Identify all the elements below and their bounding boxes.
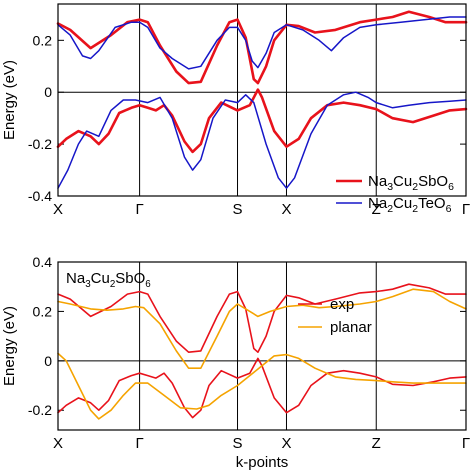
kpoint-label: X: [53, 201, 63, 218]
y-tick-label: -0.4: [28, 188, 52, 204]
x-axis-label: k-points: [236, 454, 289, 471]
legend-label: Na2Cu2TeO6: [368, 195, 452, 215]
series-1-band-1: [57, 352, 467, 420]
kpoint-label: X: [281, 201, 291, 218]
legend-label: exp: [330, 296, 354, 313]
legend-label: Na3Cu2SbO6: [368, 173, 454, 193]
kpoint-label: Γ: [135, 435, 143, 452]
y-tick-label: 0.4: [33, 254, 53, 270]
series-0-band-0: [56, 10, 468, 85]
legend: exp planar: [298, 296, 372, 336]
plot-frame: [57, 261, 467, 431]
kpoint-label: S: [233, 201, 243, 218]
y-tick-label: 0.2: [33, 303, 53, 319]
legend-label: planar: [330, 319, 372, 336]
kpoint-label: Γ: [462, 201, 470, 218]
kpoint-label: Z: [372, 435, 381, 452]
kpoint-label: Γ: [135, 201, 143, 218]
panel-bottom: X Γ S X Z Γ -0.2 0 0.2 0.4 Energy (eV) k-points Na3C…: [1, 254, 470, 471]
series-1-band-0: [57, 16, 467, 70]
kpoint-label: S: [233, 435, 243, 452]
series-0-band-1: [57, 357, 467, 419]
series-1-band-0: [57, 288, 467, 369]
y-tick-label: -0.2: [28, 136, 52, 152]
kpoint-label: X: [281, 435, 291, 452]
kpoint-label: Z: [372, 201, 381, 218]
series-0-band-1: [56, 88, 468, 154]
plot-frame: [57, 3, 467, 197]
y-tick-label: 0.2: [33, 32, 53, 48]
y-axis-label: Energy (eV): [1, 60, 18, 140]
series-1-band-1: [57, 91, 467, 189]
y-axis-label: Energy (eV): [1, 306, 18, 386]
series-0-band-0: [57, 283, 467, 353]
panel-title: Na3Cu2SbO6: [66, 270, 151, 290]
kpoint-label: Γ: [462, 435, 470, 452]
y-tick-label: 0: [44, 84, 52, 100]
kpoint-label: X: [53, 435, 63, 452]
panel-top: X Γ S X Z Γ -0.4 -0.2 0 0.2 Energy (eV) Na3Cu2SbO6N…: [1, 3, 470, 218]
y-tick-label: -0.2: [28, 402, 52, 418]
y-tick-label: 0: [44, 353, 52, 369]
